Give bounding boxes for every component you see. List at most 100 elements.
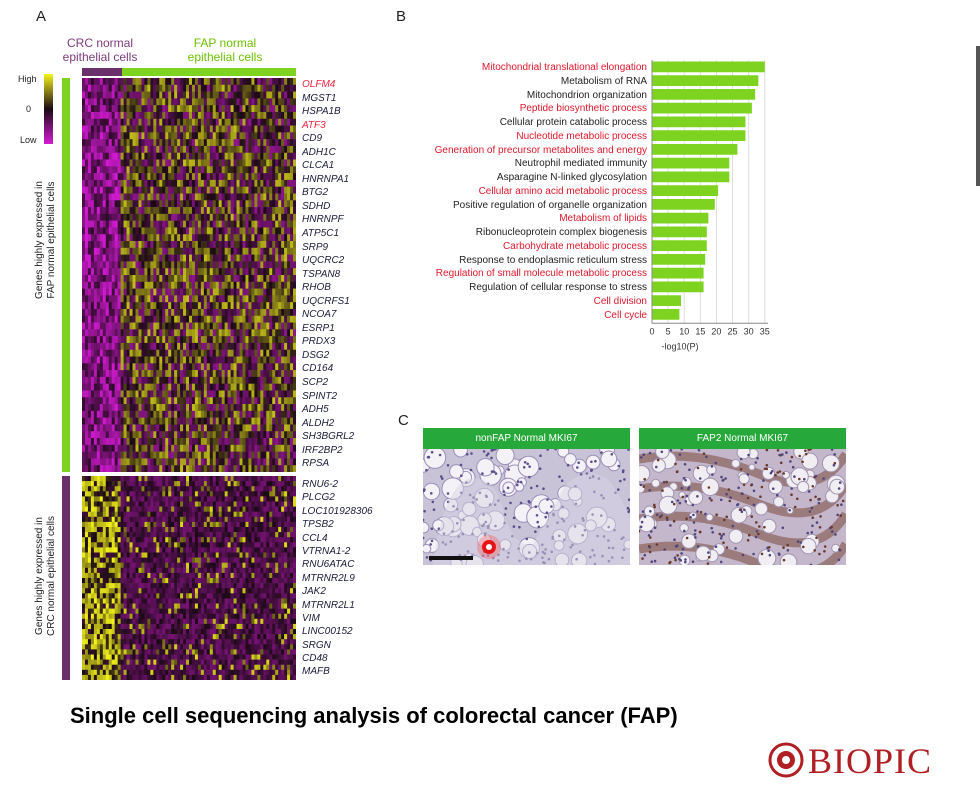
gene-label: PLCG2 [302, 492, 335, 504]
go-bar [652, 61, 765, 73]
gene-label: BTG2 [302, 187, 329, 199]
micrograph-right-title: FAP2 Normal MKI67 [639, 428, 846, 449]
x-tick-label: 25 [728, 326, 738, 336]
go-bar [652, 144, 738, 155]
legend-low-label: Low [20, 135, 37, 145]
gene-label: MTRNR2L9 [302, 572, 355, 584]
gene-label: ESRP1 [302, 322, 335, 334]
go-term-label: Ribonucleoprotein complex biogenesis [475, 227, 647, 238]
panel-c-letter: C [398, 412, 409, 429]
x-tick-label: 15 [695, 326, 705, 336]
go-term-label: Metabolism of lipids [559, 213, 647, 225]
gene-label: CD164 [302, 363, 334, 375]
expression-heatmap [82, 78, 296, 680]
x-tick-label: 10 [679, 326, 689, 336]
gene-label: UQCRC2 [302, 255, 345, 267]
micrograph-right-image [632, 444, 850, 578]
go-bar [652, 281, 704, 293]
gene-label: RNU6ATAC [302, 559, 355, 571]
go-bar [652, 185, 719, 196]
gene-label: SRP9 [302, 241, 329, 253]
go-term-label: Mitochondrial translational elongation [481, 62, 647, 73]
fap-header-line1: FAP normal [193, 36, 257, 50]
go-term-label: Peptide biosynthetic process [519, 103, 647, 115]
x-tick-label: 0 [649, 326, 654, 336]
gene-label: ATF3 [302, 119, 326, 131]
go-bar [652, 89, 756, 100]
go-bar [652, 199, 715, 210]
go-bar [652, 157, 730, 169]
crc-gene-group-bar [62, 476, 70, 680]
go-term-label: Cellular protein catabolic process [499, 117, 647, 128]
gene-label: CCL4 [302, 532, 328, 544]
go-term-label: Generation of precursor metabolites and … [434, 144, 647, 156]
gene-label: TPSB2 [302, 519, 334, 531]
gene-label: OLFM4 [302, 79, 336, 90]
go-term-label: Positive regulation of organelle organiz… [452, 199, 647, 211]
go-bar [652, 226, 707, 238]
biopic-logo-text: BIOPIC [808, 741, 933, 781]
gene-label: MGST1 [302, 92, 337, 104]
fap-column-bar [122, 68, 296, 76]
go-enrichment-bar-chart: 0 5 10 15 20 25 30 35 -log10(P) [649, 60, 770, 351]
go-term-label: Mitochondrion organization [526, 89, 647, 101]
gene-label: CD48 [302, 653, 328, 665]
go-bar [652, 267, 704, 279]
fap-side-line2: FAP normal epithelial cells [46, 181, 57, 299]
gene-label: CD9 [302, 133, 323, 145]
gene-label: SRGN [302, 639, 331, 651]
gene-label: IRF2BP2 [302, 444, 343, 456]
go-term-label: Nucleotide metabolic process [516, 130, 647, 142]
seal-icon [768, 742, 804, 778]
gene-label: LINC00152 [302, 626, 353, 638]
go-bar [652, 254, 706, 265]
micrograph-left: nonFAP Normal MKI67 [416, 428, 634, 574]
edge-frame [976, 46, 980, 186]
go-bar [652, 240, 707, 251]
gene-label: UQCRFS1 [302, 295, 350, 307]
gene-label: RNU6-2 [302, 479, 339, 490]
gene-label: SPINT2 [302, 390, 338, 402]
go-bar [652, 130, 746, 141]
x-axis-label: -log10(P) [661, 341, 698, 351]
slide-caption: Single cell sequencing analysis of color… [70, 703, 678, 728]
crc-gene-list: RNU6-2 PLCG2 LOC101928306 TPSB2 CCL4 VTRNA1-2… [302, 478, 392, 679]
go-term-label: Cell cycle [604, 309, 647, 321]
panel-a-letter: A [36, 8, 47, 25]
gene-label: NCOA7 [302, 309, 337, 321]
x-tick-label: 30 [744, 326, 754, 336]
gene-label: SCP2 [302, 377, 329, 389]
gene-label: MAFB [302, 666, 330, 678]
x-tick-label: 20 [711, 326, 721, 336]
legend-mid-label: 0 [26, 104, 32, 114]
go-term-label: Metabolism of RNA [560, 75, 647, 87]
go-term-label: Neutrophil mediated immunity [514, 158, 647, 170]
crc-header-line1: CRC normal [66, 36, 133, 50]
crc-side-line1: Genes highly expressed in [34, 517, 45, 635]
x-tick-label: 5 [666, 326, 671, 336]
gene-label: SH3BGRL2 [302, 431, 355, 443]
gene-label: VIM [302, 612, 320, 624]
go-bar [652, 75, 759, 86]
expression-color-legend [44, 74, 53, 144]
go-bar [652, 102, 752, 114]
go-bar [652, 309, 680, 320]
go-term-label: Response to endoplasmic reticulum stress [459, 254, 647, 266]
legend-high-label: High [18, 74, 37, 84]
micrograph-left-title: nonFAP Normal MKI67 [423, 428, 630, 449]
fap-genes-side-label: Genes highly expressed in FAP normal epi… [34, 160, 58, 320]
panel-b-letter: B [396, 8, 407, 25]
gene-label: TSPAN8 [302, 268, 341, 280]
go-term-labels: Mitochondrial translational elongation Me… [400, 61, 647, 322]
fap-gene-list: OLFM4 MGST1 HSPA1B ATF3 CD9 ADH1C CLCA1 HNRNPA1… [302, 78, 392, 471]
crc-header-line2: epithelial cells [62, 50, 138, 64]
gene-label: RHOB [302, 282, 331, 294]
gene-label: ADH5 [302, 404, 329, 416]
gene-label: ATP5C1 [302, 228, 340, 240]
gene-label: RPSA [302, 458, 330, 470]
micrograph-left-image [416, 442, 634, 574]
gene-label: LOC101928306 [302, 505, 373, 517]
go-term-label: Cellular amino acid metabolic process [478, 185, 647, 197]
gene-label: VTRNA1-2 [302, 545, 351, 557]
crc-column-bar [82, 68, 122, 76]
